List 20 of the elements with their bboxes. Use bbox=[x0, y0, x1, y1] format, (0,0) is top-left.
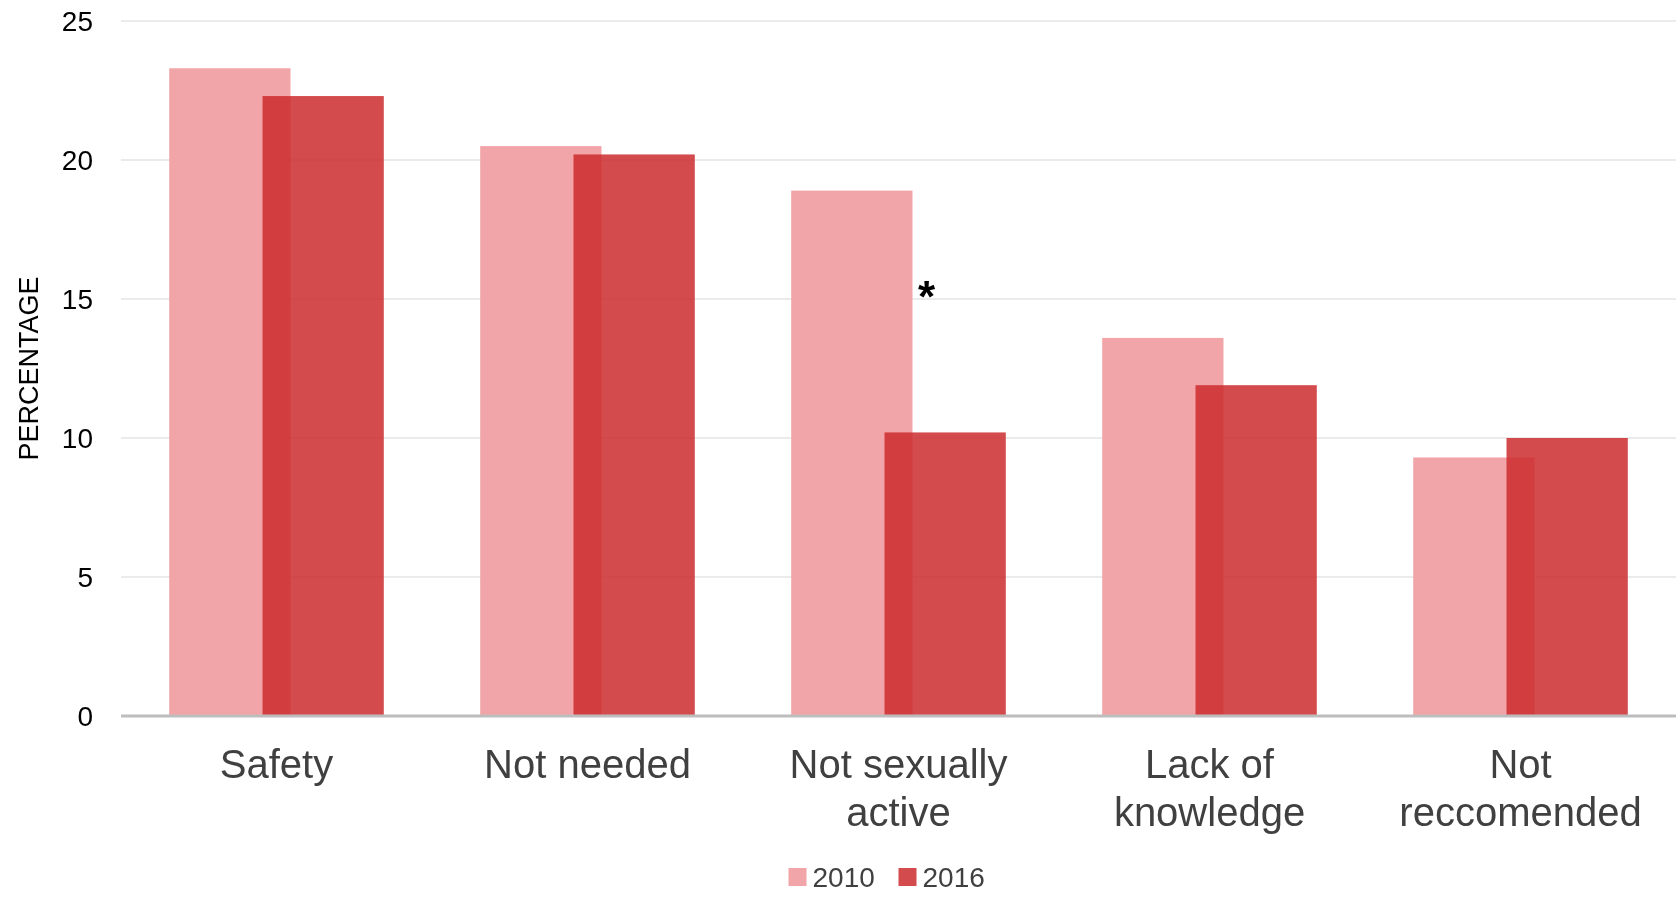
y-tick-label: 10 bbox=[61, 422, 93, 454]
y-tick-label: 20 bbox=[61, 144, 93, 176]
y-tick-label: 5 bbox=[77, 561, 93, 593]
x-tick-label: Not sexually active bbox=[789, 742, 1008, 834]
annotation: * bbox=[917, 271, 936, 321]
bar bbox=[1506, 438, 1628, 716]
x-tick-label: Not reccomended bbox=[1399, 742, 1642, 834]
legend-label: 2010 bbox=[812, 861, 875, 893]
y-axis-title: PERCENTAGE bbox=[14, 276, 44, 461]
bar bbox=[573, 154, 695, 716]
x-tick-label: Not needed bbox=[484, 742, 691, 786]
bar bbox=[1195, 385, 1317, 716]
x-tick-label: Safety bbox=[219, 742, 334, 786]
y-tick-label: 15 bbox=[61, 283, 93, 315]
legend-label: 2016 bbox=[922, 861, 985, 893]
bar bbox=[262, 96, 384, 716]
bar bbox=[884, 432, 1006, 716]
y-tick-label: 25 bbox=[61, 5, 93, 37]
x-tick-label: Lack of knowledge bbox=[1113, 742, 1306, 834]
y-tick-label: 0 bbox=[77, 700, 93, 732]
